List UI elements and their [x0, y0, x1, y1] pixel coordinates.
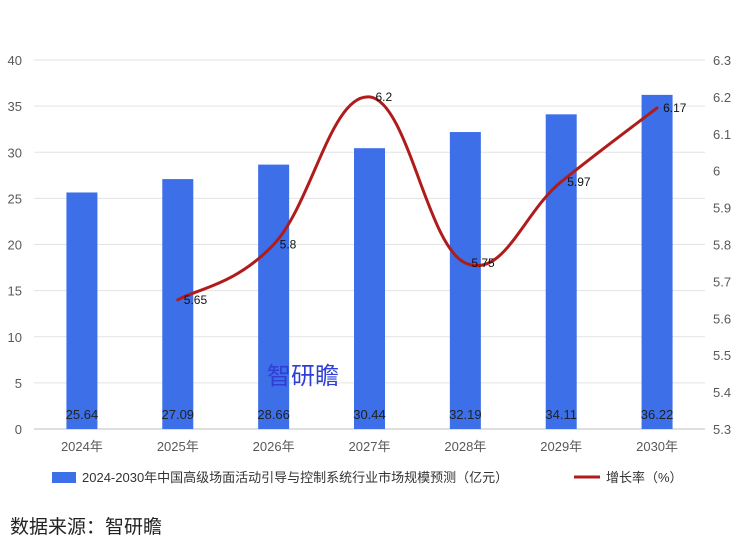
- x-tick-label: 2024年: [61, 439, 103, 454]
- x-tick-label: 2028年: [444, 439, 486, 454]
- bar: [162, 179, 194, 429]
- y-right-tick-label: 6.1: [713, 127, 731, 142]
- bar-value-label: 30.44: [353, 407, 386, 422]
- y-left-tick-label: 15: [8, 284, 22, 299]
- legend-bar-swatch: [52, 472, 76, 483]
- y-right-tick-label: 5.4: [713, 385, 731, 400]
- line-data-labels: 5.65 5.8 6.2 5.75 5.97 6.17: [184, 90, 687, 307]
- x-axis: 2024年 2025年 2026年 2027年 2028年 2029年 2030年: [61, 439, 678, 454]
- bar-value-label: 25.64: [66, 407, 99, 422]
- line-point-label: 5.75: [471, 256, 495, 270]
- legend-line-label: 增长率（%）: [606, 470, 683, 485]
- bar-value-label: 34.11: [545, 407, 577, 422]
- y-axis-left: 0 5 10 15 20 25 30 35 40: [8, 53, 22, 437]
- bar-value-label: 32.19: [449, 407, 482, 422]
- y-left-tick-label: 30: [8, 145, 22, 160]
- line-point-label: 6.17: [663, 101, 687, 115]
- bar: [258, 164, 290, 429]
- watermark-text: 智研瞻: [267, 362, 339, 390]
- x-tick-label: 2026年: [253, 439, 295, 454]
- legend: 2024-2030年中国高级场面活动引导与控制系统行业市场规模预测（亿元） 增长…: [52, 470, 683, 485]
- x-tick-label: 2029年: [540, 439, 582, 454]
- bar-data-labels: 25.64 27.09 28.66 30.44 32.19 34.11 36.22: [66, 407, 674, 422]
- bar-value-label: 36.22: [641, 407, 674, 422]
- bar-value-label: 28.66: [257, 407, 290, 422]
- y-left-tick-label: 35: [8, 99, 22, 114]
- source-note: 数据来源：智研瞻: [10, 516, 163, 538]
- legend-bar-label: 2024-2030年中国高级场面活动引导与控制系统行业市场规模预测（亿元）: [82, 470, 508, 485]
- y-right-tick-label: 5.8: [713, 238, 731, 253]
- y-left-tick-label: 20: [8, 238, 22, 253]
- y-right-tick-label: 5.7: [713, 274, 731, 289]
- line-point-label: 6.2: [376, 90, 393, 104]
- y-left-tick-label: 10: [8, 330, 22, 345]
- y-left-tick-label: 0: [15, 422, 22, 437]
- bar: [641, 94, 673, 430]
- bar: [354, 148, 385, 430]
- y-right-tick-label: 5.5: [713, 348, 731, 363]
- line-point-label: 5.65: [184, 293, 208, 307]
- bar: [66, 192, 98, 429]
- bar-value-label: 27.09: [162, 407, 195, 422]
- y-right-tick-label: 5.9: [713, 201, 731, 216]
- x-tick-label: 2025年: [157, 439, 199, 454]
- y-right-tick-label: 5.3: [713, 422, 731, 437]
- y-left-tick-label: 5: [15, 376, 22, 391]
- bar: [449, 132, 481, 430]
- bar-series: [66, 94, 673, 430]
- bar: [545, 114, 577, 429]
- y-left-tick-label: 25: [8, 191, 22, 206]
- line-point-label: 5.97: [567, 175, 591, 189]
- growth-line: [176, 95, 659, 302]
- x-tick-label: 2030年: [636, 439, 678, 454]
- y-axis-right: 5.3 5.4 5.5 5.6 5.7 5.8 5.9 6 6.1 6.2 6.3: [713, 53, 731, 437]
- growth-line-series: [176, 95, 659, 302]
- line-point-label: 5.8: [280, 238, 297, 252]
- x-tick-label: 2027年: [349, 439, 391, 454]
- y-right-tick-label: 5.6: [713, 311, 731, 326]
- y-right-tick-label: 6.3: [713, 53, 731, 68]
- y-right-tick-label: 6.2: [713, 90, 731, 105]
- y-left-tick-label: 40: [8, 53, 22, 68]
- y-right-tick-label: 6: [713, 164, 720, 179]
